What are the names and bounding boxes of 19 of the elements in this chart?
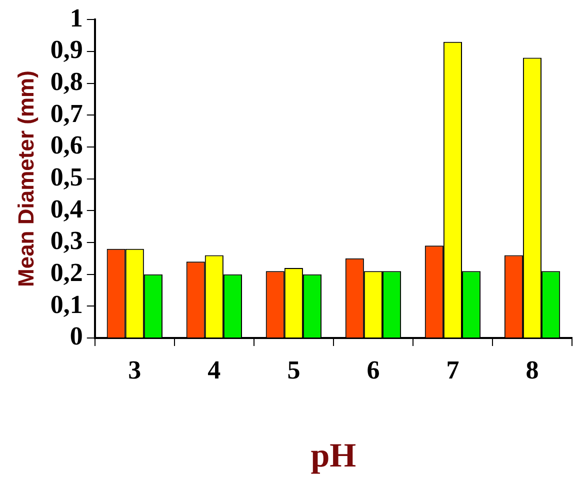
x-tick-label: 6 [366, 355, 380, 384]
y-tick-label: 0,2 [50, 258, 83, 288]
x-tick-label: 8 [526, 355, 539, 384]
x-tick-label: 3 [128, 355, 142, 384]
x-tick-label: 7 [446, 355, 460, 384]
y-tick-label: 0 [70, 322, 83, 351]
y-tick-label: 0,6 [50, 130, 83, 160]
y-tick-label: 0,5 [50, 162, 83, 192]
y-axis-title: Mean Diameter (mm) [13, 70, 38, 287]
y-tick-label: 0,1 [50, 290, 83, 319]
y-tick-label: 0,3 [50, 226, 83, 256]
y-tick-label: 0,8 [50, 67, 83, 96]
x-tick-label: 4 [208, 355, 221, 384]
y-tick-label: 0,7 [50, 98, 83, 128]
x-axis-title: pH [310, 437, 356, 474]
y-tick-label: 0,9 [50, 35, 83, 64]
x-tick-label: 5 [287, 355, 300, 384]
y-tick-label: 1 [70, 3, 83, 32]
y-tick-label: 0,4 [50, 194, 83, 224]
